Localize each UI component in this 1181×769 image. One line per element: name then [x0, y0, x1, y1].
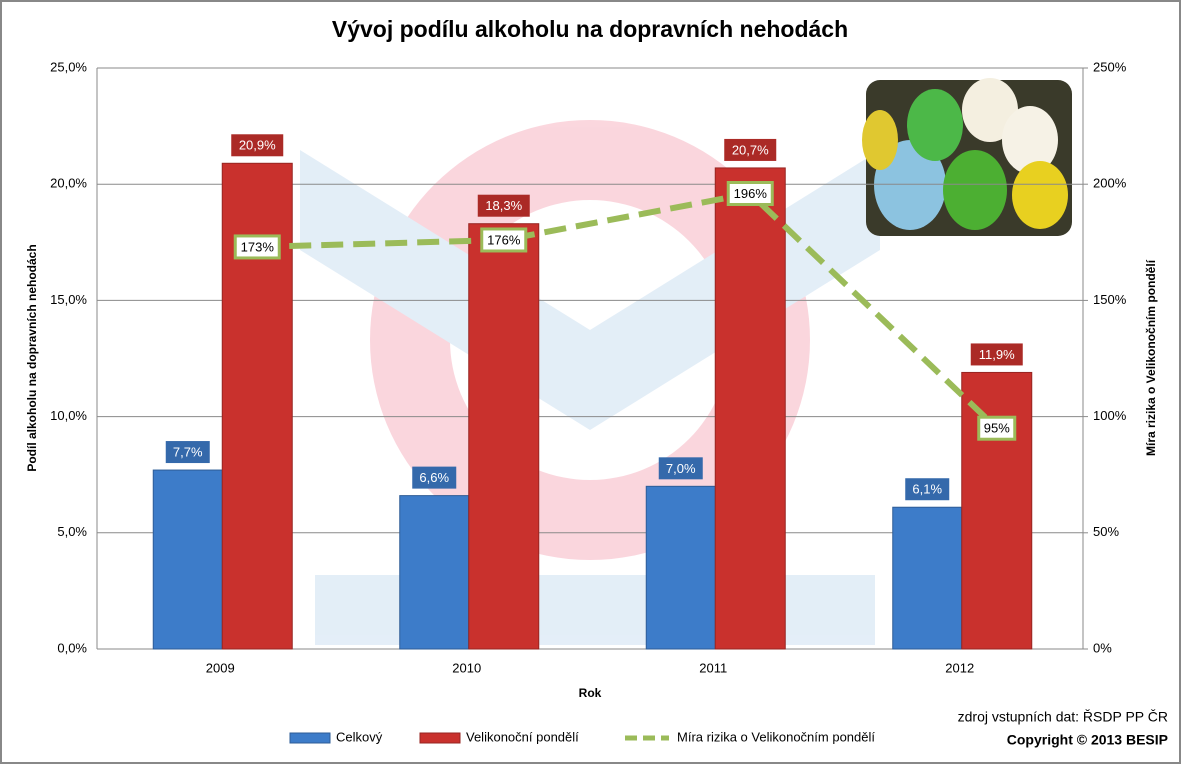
bar: [399, 495, 470, 650]
y-tick-label: 10,0%: [50, 408, 87, 423]
bar: [645, 485, 716, 650]
photo: [862, 78, 1072, 236]
chart-title: Vývoj podílu alkoholu na dopravních neho…: [332, 16, 848, 42]
y-axis-label: Podíl alkoholu na dopravních nehodách: [25, 244, 39, 471]
data-label-box: [970, 343, 1023, 366]
x-tick-label: 2012: [945, 660, 974, 675]
y-tick-label: 20,0%: [50, 176, 87, 191]
y2-tick-label: 0%: [1093, 640, 1112, 655]
bar: [714, 167, 786, 650]
y-tick-label: 15,0%: [50, 292, 87, 307]
data-label: 7,7%: [173, 444, 203, 459]
data-label: 18,3%: [485, 198, 522, 213]
y2-tick-label: 150%: [1093, 292, 1127, 307]
data-label: 6,6%: [419, 470, 449, 485]
line-label-box: [233, 234, 281, 260]
y-tick-label: 5,0%: [57, 524, 87, 539]
source-note: zdroj vstupních dat: ŘSDP PP ČR: [958, 709, 1168, 725]
y2-tick-label: 250%: [1093, 59, 1127, 74]
bar: [152, 469, 223, 650]
x-tick-label: 2011: [699, 660, 727, 675]
data-label: 7,0%: [666, 461, 696, 476]
bar: [961, 371, 1033, 650]
y2-tick-label: 200%: [1093, 176, 1127, 191]
line: [257, 190, 999, 431]
y2-tick-label: 50%: [1093, 524, 1119, 539]
data-label-box: [658, 457, 703, 480]
y2-axis-label: Míra rizika o Velikonočním pondělí: [1144, 259, 1158, 456]
data-label-box: [724, 138, 777, 161]
data-label-box: [477, 194, 530, 217]
x-tick-label: 2010: [452, 660, 481, 675]
line-label: 176%: [487, 232, 521, 247]
line-label-box: [480, 227, 528, 253]
x-axis-label: Rok: [579, 686, 602, 700]
data-label-box: [905, 478, 950, 501]
line-label: 196%: [734, 186, 768, 201]
data-label-box: [231, 134, 284, 157]
legend-label: Velikonoční pondělí: [466, 729, 579, 744]
data-label: 11,9%: [979, 347, 1015, 362]
legend-swatch: [419, 732, 461, 744]
y-tick-label: 0,0%: [57, 640, 87, 655]
x-tick-label: 2009: [206, 660, 235, 675]
legend-label: Celkový: [336, 729, 383, 744]
data-label: 6,1%: [912, 482, 942, 497]
legend-swatch: [289, 732, 331, 744]
data-label: 20,9%: [239, 138, 276, 153]
copyright: Copyright © 2013 BESIP: [1007, 732, 1168, 748]
line-label: 95%: [984, 421, 1010, 436]
data-label: 20,7%: [732, 142, 769, 157]
y2-tick-label: 100%: [1093, 408, 1127, 423]
line-label-box: [977, 415, 1017, 441]
line-label: 173%: [241, 239, 275, 254]
data-label-box: [165, 441, 210, 464]
data-label-box: [412, 466, 457, 489]
line-label-box: [726, 180, 774, 206]
y-tick-label: 25,0%: [50, 59, 87, 74]
legend-label: Míra rizika o Velikonočním pondělí: [677, 729, 875, 744]
bar: [468, 223, 540, 650]
bar: [892, 506, 963, 650]
